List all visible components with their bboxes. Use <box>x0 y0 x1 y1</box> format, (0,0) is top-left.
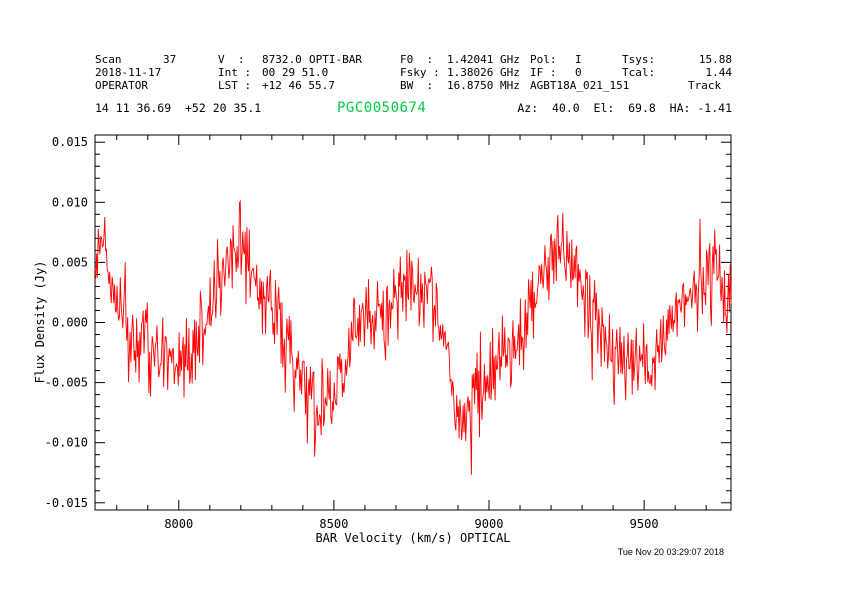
lst-label: LST : <box>218 79 252 92</box>
velocity-value: 8732.0 <box>262 53 302 66</box>
tcal-field: Tcal: 1.44 <box>622 66 732 79</box>
lst-value: +12 46 55.7 <box>262 79 335 92</box>
f0-label: F0 : <box>400 53 434 66</box>
int-value: 00 29 51.0 <box>262 66 329 79</box>
y-tick-label: 0.005 <box>52 255 88 269</box>
source-coordinates: 14 11 36.69 +52 20 35.1 <box>95 101 262 115</box>
observer-value: OPERATOR <box>95 79 148 92</box>
bw-label: BW : <box>400 79 434 92</box>
y-axis-label: Flux Density (Jy) <box>33 260 47 384</box>
tsys-field: Tsys: 15.88 <box>622 53 732 66</box>
scan-label: Scan <box>95 53 122 66</box>
velocity-frame: OPTI-BAR <box>309 53 362 66</box>
x-tick-label: 8500 <box>319 517 348 531</box>
y-tick-label: -0.010 <box>45 436 88 450</box>
y-tick-label: -0.005 <box>45 376 88 390</box>
tsys-value: 15.88 <box>698 53 732 66</box>
fsky-value: 1.38026 GHz <box>447 66 520 79</box>
plot-frame <box>94 134 732 511</box>
spectrum-line <box>94 199 732 475</box>
fsky-label: Fsky : <box>400 66 440 79</box>
x-tick-label: 8000 <box>164 517 193 531</box>
y-tick-label: 0.010 <box>52 195 88 209</box>
tcal-label: Tcal: <box>622 66 656 79</box>
y-tick-label: 0.015 <box>52 135 88 149</box>
x-axis-label: BAR Velocity (km/s) OPTICAL <box>315 531 511 545</box>
az-el-ha: Az: 40.0 El: 69.8 HA: -1.41 <box>517 101 732 115</box>
y-tick-label: 0.000 <box>52 316 88 330</box>
velocity-label: V : <box>218 53 245 66</box>
int-label: Int : <box>218 66 252 79</box>
scan-value: 37 <box>163 53 177 66</box>
tcal-value: 1.44 <box>705 66 733 79</box>
date-value: 2018-11-17 <box>95 66 162 79</box>
source-name: PGC0050674 <box>337 100 427 116</box>
procedure-name: Track <box>688 79 722 92</box>
if-label: IF : <box>530 66 557 79</box>
bw-value: 16.8750 MHz <box>447 79 520 92</box>
pol-label: Pol: <box>530 53 557 66</box>
y-tick-label: -0.015 <box>45 496 88 510</box>
pol-value: I <box>575 53 582 66</box>
f0-value: 1.42041 GHz <box>447 53 520 66</box>
timestamp: Tue Nov 20 03:29:07 2018 <box>617 547 724 557</box>
x-tick-label: 9500 <box>630 517 659 531</box>
x-tick-label: 9000 <box>475 517 504 531</box>
if-value: 0 <box>575 66 582 79</box>
tsys-label: Tsys: <box>622 53 656 66</box>
project-id: AGBT18A_021_151 <box>530 79 630 92</box>
